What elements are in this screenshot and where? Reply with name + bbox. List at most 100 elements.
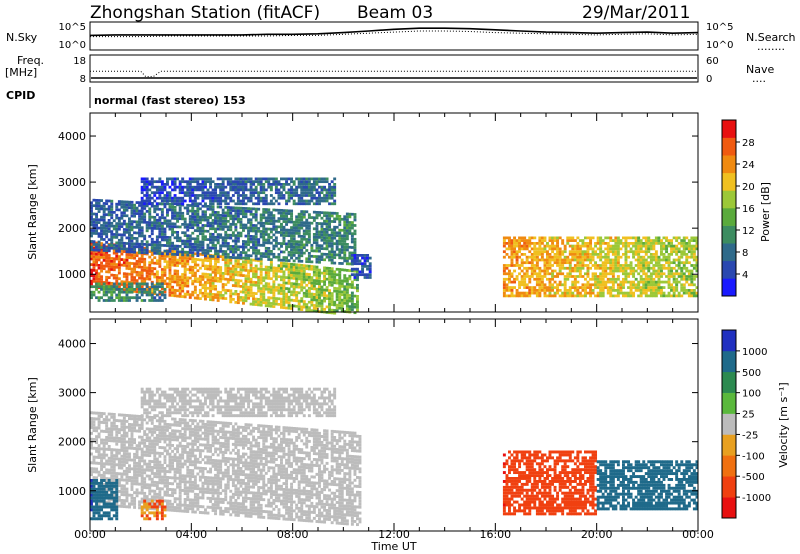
power-cell (340, 245, 344, 249)
power-cell (155, 235, 159, 239)
power-cell (178, 225, 182, 229)
power-cell (191, 220, 195, 224)
power-cell (307, 260, 311, 264)
power-cell (366, 276, 370, 279)
power-cell (660, 291, 663, 295)
power-cell (280, 286, 283, 290)
cpid-panel: CPID normal (fast stereo) 153 (6, 87, 246, 108)
power-cell (138, 204, 142, 207)
power-cell (624, 255, 628, 259)
power-cell (130, 250, 134, 254)
power-cell (632, 280, 636, 284)
power-cell (259, 281, 263, 285)
power-cell (183, 273, 187, 277)
power-cell (682, 261, 686, 265)
power-cell (315, 235, 319, 239)
power-cell (122, 203, 126, 206)
power-cell (90, 220, 93, 224)
power-cell (292, 271, 296, 275)
power-cell (236, 256, 240, 260)
power-cell (272, 291, 276, 295)
power-cell (343, 290, 347, 294)
power-cell (97, 232, 101, 236)
power-cell (221, 244, 225, 248)
power-cell (330, 297, 334, 301)
power-cell (160, 213, 164, 217)
power-cell (244, 282, 248, 286)
power-cell (145, 177, 149, 181)
power-cell (252, 188, 256, 192)
power-cell (323, 196, 327, 200)
power-cell (338, 237, 342, 240)
power-cell (310, 292, 314, 296)
power-cell (234, 292, 238, 296)
power-cell (158, 285, 162, 289)
power-cell (130, 282, 134, 286)
power-cell (201, 294, 205, 298)
power-cell (229, 183, 233, 186)
power-cell (143, 251, 147, 255)
power-cell (168, 227, 172, 231)
power-cell (206, 246, 210, 250)
power-cell (325, 230, 329, 234)
power-cell (305, 224, 309, 227)
power-cell (540, 275, 544, 278)
power-cell (239, 268, 243, 272)
power-cell (125, 206, 129, 209)
power-cell (665, 250, 669, 254)
power-cell (231, 298, 235, 301)
power-cell (558, 264, 562, 267)
power-cell (92, 248, 96, 252)
power-cell (254, 207, 258, 211)
velocity-cell (105, 418, 109, 422)
power-cell (219, 199, 223, 203)
power-cell (234, 284, 238, 288)
power-cell (310, 221, 314, 225)
power-cell (97, 199, 101, 202)
power-cell (647, 286, 651, 289)
power-cell (528, 255, 532, 259)
power-cell (221, 272, 225, 275)
power-cell (363, 276, 367, 279)
power-cell (695, 261, 699, 265)
power-cell (178, 278, 182, 282)
power-cell (318, 255, 321, 259)
power-cell (115, 247, 119, 250)
power-cell (338, 242, 342, 246)
power-cell (548, 236, 552, 240)
power-cell (657, 286, 661, 289)
power-cell (209, 232, 213, 236)
power-cell (252, 249, 256, 252)
power-cell (528, 286, 532, 289)
power-cell (236, 194, 240, 197)
power-cell (622, 264, 625, 267)
power-cell (305, 267, 309, 271)
power-cell (209, 278, 213, 282)
power-cell (122, 296, 126, 300)
power-cell (312, 309, 316, 313)
power-cell (518, 236, 522, 240)
power-cell (551, 272, 555, 276)
power-cell (644, 236, 648, 240)
power-cell (176, 236, 180, 240)
power-cell (158, 177, 162, 181)
power-cell (338, 256, 342, 260)
power-cell (315, 260, 319, 264)
power-cell (502, 242, 506, 245)
power-cell (224, 288, 228, 292)
power-cell (338, 293, 342, 296)
power-cell (267, 285, 271, 289)
power-cell (196, 226, 200, 230)
power-cell (216, 293, 220, 297)
power-cell (224, 236, 228, 240)
power-cell (366, 273, 370, 277)
power-cell (150, 289, 154, 292)
power-cell (356, 286, 359, 290)
frequency-panel-frame (89, 54, 699, 83)
power-cell (138, 215, 142, 218)
velocity-cell (100, 465, 104, 468)
power-cell (234, 290, 238, 293)
power-cell (548, 264, 552, 267)
power-cell (581, 283, 585, 287)
